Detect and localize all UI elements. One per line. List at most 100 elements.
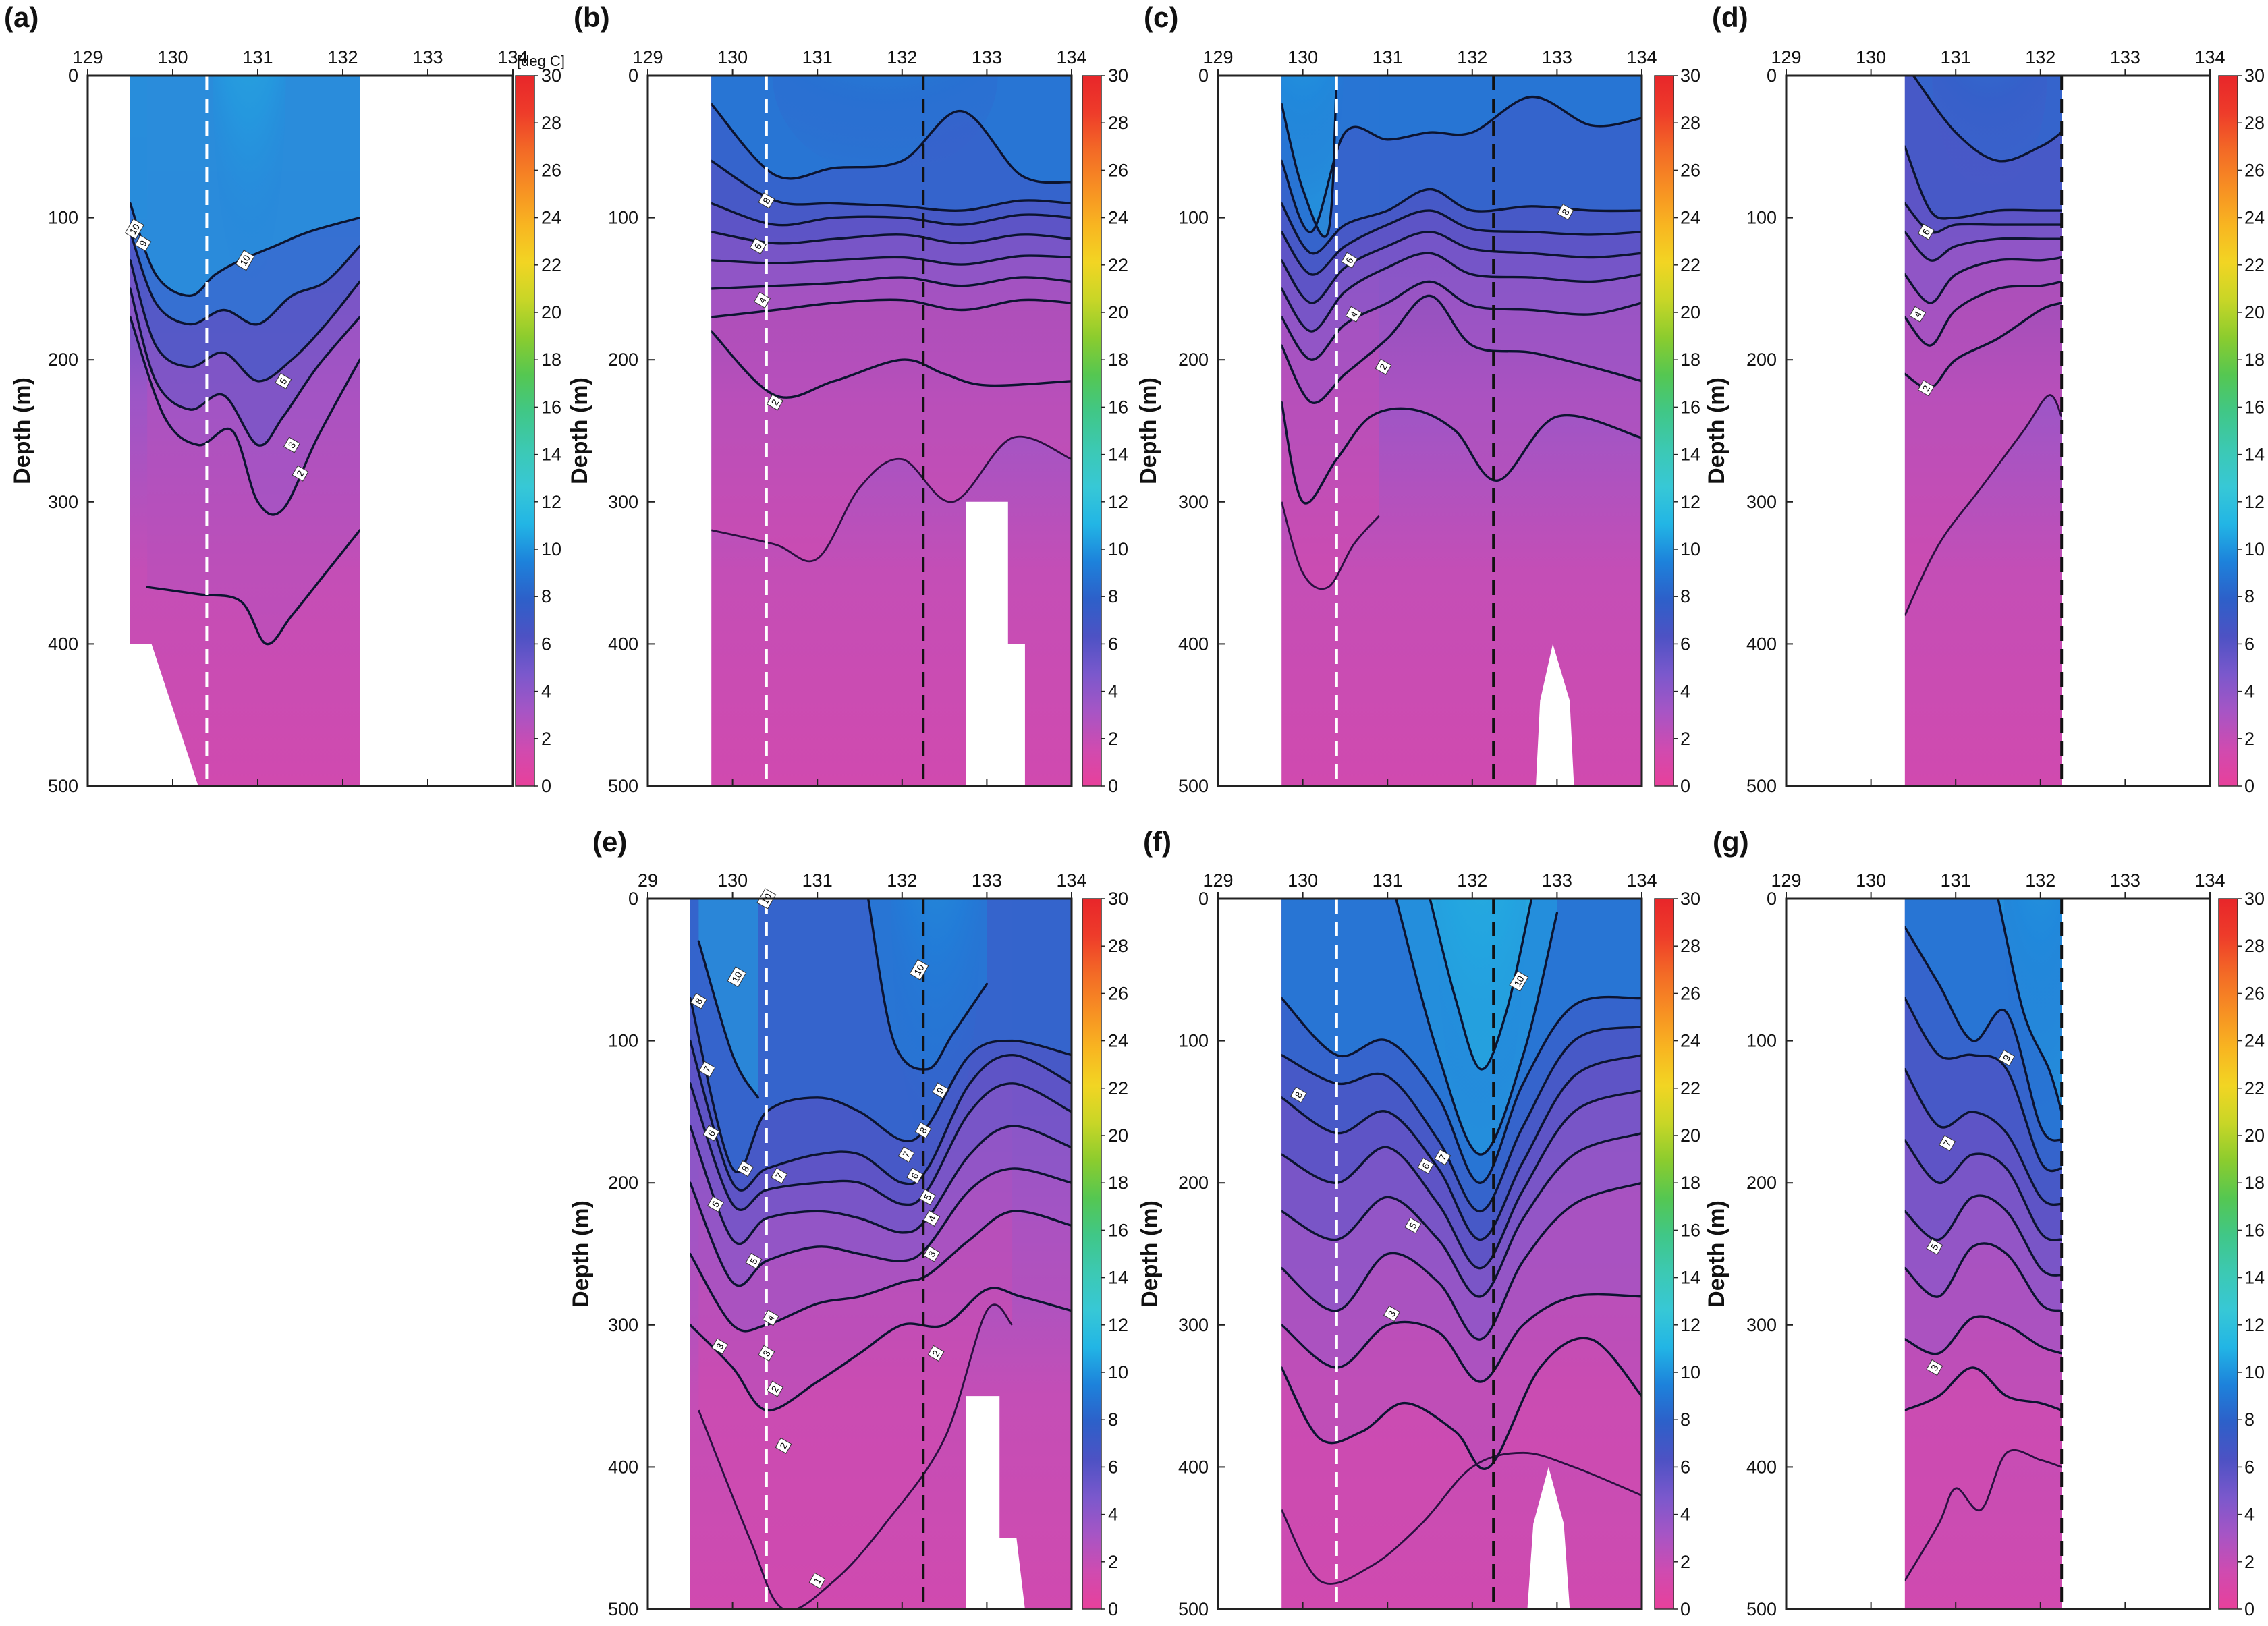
x-tick-label: 134 [2194, 47, 2225, 67]
contour-label: 2 [775, 1437, 792, 1454]
colorbar-tick-label: 26 [1680, 160, 1700, 180]
contour-label: 4 [1909, 306, 1927, 323]
colorbar-tick-label: 8 [2244, 586, 2255, 607]
contour-label: 3 [758, 1345, 775, 1362]
y-tick-label: 400 [1746, 1457, 1777, 1477]
contour-label: 2 [927, 1345, 945, 1362]
y-axis-title: Depth (m) [568, 1200, 594, 1308]
svg-text:10: 10 [729, 970, 744, 984]
isotherm-8 [690, 997, 1072, 1173]
colorbar-tick-label: 20 [2244, 302, 2265, 323]
y-tick-label: 400 [1178, 1457, 1209, 1477]
contour-label: 2 [1375, 358, 1392, 375]
panel-label: (b) [574, 1, 610, 33]
x-tick-label: 132 [887, 870, 917, 891]
y-tick-label: 100 [1178, 1031, 1209, 1051]
colorbar-tick-label: 30 [1108, 65, 1128, 86]
contour-label: 10 [235, 250, 255, 271]
warm-core [1435, 899, 1526, 1140]
colorbar-tick-label: 14 [541, 445, 561, 465]
isotherm-1 [1904, 1449, 2062, 1581]
colorbar-tick-label: 20 [1108, 1125, 1128, 1146]
colorbar-tick-label: 22 [1680, 1078, 1700, 1098]
colorbar-tick-label: 24 [2244, 1031, 2265, 1051]
isotherm-7 [130, 259, 360, 383]
warm-core [1932, 76, 2047, 190]
contour-label: 8 [736, 1160, 754, 1177]
contour-label: 7 [897, 1146, 915, 1163]
seafloor-mask [966, 501, 1025, 786]
y-tick-label: 300 [608, 492, 638, 512]
y-tick-label: 200 [48, 349, 78, 370]
colorbar-tick-label: 28 [1108, 113, 1128, 133]
y-tick-label: 400 [48, 634, 78, 654]
x-tick-label: 133 [1542, 870, 1572, 891]
colorbar-tick-label: 26 [2244, 983, 2265, 1003]
contour-label: 6 [749, 237, 767, 254]
y-axis-title: Depth (m) [1136, 377, 1161, 484]
y-tick-label: 0 [1198, 889, 1209, 909]
panel-label: (g) [1713, 826, 1749, 858]
temperature-field [130, 76, 360, 786]
colorbar-tick-label: 30 [2244, 65, 2265, 86]
svg-text:10: 10 [912, 962, 926, 977]
y-axis-title: Depth (m) [567, 377, 592, 484]
temperature-field [1904, 899, 2062, 1609]
isotherm-5 [1904, 231, 2062, 262]
colorbar-tick-label: 14 [2244, 445, 2265, 465]
colorbar-tick-label: 12 [1680, 492, 1700, 512]
isotherm-4 [1904, 256, 2062, 304]
colorbar-tick-label: 30 [1108, 889, 1128, 909]
svg-text:10: 10 [238, 253, 252, 268]
contour-label: 7 [771, 1167, 788, 1184]
contour-label: 3 [711, 1338, 729, 1355]
x-tick-label: 130 [1288, 870, 1318, 891]
x-tick-label: 130 [1288, 47, 1318, 67]
warm-core [213, 76, 286, 289]
colorbar-tick-label: 10 [1108, 1362, 1128, 1382]
isotherm-11 [1429, 899, 1533, 1071]
isotherm-4 [1904, 1242, 2062, 1312]
isotherm-3 [1281, 1293, 1642, 1383]
seafloor-mask [1536, 644, 1574, 786]
x-tick-label: 129 [72, 47, 103, 67]
x-tick-label: 129 [632, 47, 663, 67]
colorbar-tick-label: 22 [2244, 1078, 2265, 1098]
contour-label: 10 [1509, 970, 1529, 992]
isotherm-6 [1281, 230, 1642, 304]
colorbar-tick-label: 22 [1680, 255, 1700, 275]
contour-label: 10 [727, 966, 747, 988]
y-tick-label: 0 [628, 65, 638, 86]
contour-label: 9 [931, 1082, 949, 1099]
y-tick-label: 500 [48, 776, 78, 796]
y-tick-label: 500 [608, 1599, 638, 1619]
colorbar-tick-label: 4 [1108, 1505, 1118, 1525]
colorbar-tick-label: 10 [1680, 539, 1700, 559]
colorbar-tick-label: 20 [2244, 1125, 2265, 1146]
isotherm-2 [1281, 401, 1642, 505]
panel-label: (a) [4, 1, 38, 33]
contour-label: 2 [766, 1380, 783, 1397]
plot-frame [1785, 74, 2211, 787]
colorbar-tick-label: 12 [2244, 492, 2265, 512]
isotherm-4 [690, 1167, 1072, 1287]
colorbar-tick-label: 6 [1108, 634, 1118, 654]
warm-core [891, 899, 981, 1154]
colorbar-tick-label: 22 [2244, 255, 2265, 275]
colorbar-tick-label: 6 [1108, 1457, 1118, 1477]
x-tick-label: 132 [1457, 47, 1487, 67]
x-tick-label: 132 [327, 47, 358, 67]
contour-label: 10 [124, 218, 144, 240]
colorbar-tick-label: 14 [1108, 445, 1128, 465]
x-tick-label: 131 [1373, 47, 1403, 67]
isotherm-5 [1281, 252, 1642, 333]
x-tick-label: 134 [1626, 870, 1657, 891]
isotherm-7 [1281, 209, 1642, 276]
colorbar-tick-label: 6 [2244, 634, 2255, 654]
x-tick-label: 132 [887, 47, 917, 67]
contour-label: 8 [690, 992, 707, 1009]
isotherm-9 [1281, 95, 1642, 233]
